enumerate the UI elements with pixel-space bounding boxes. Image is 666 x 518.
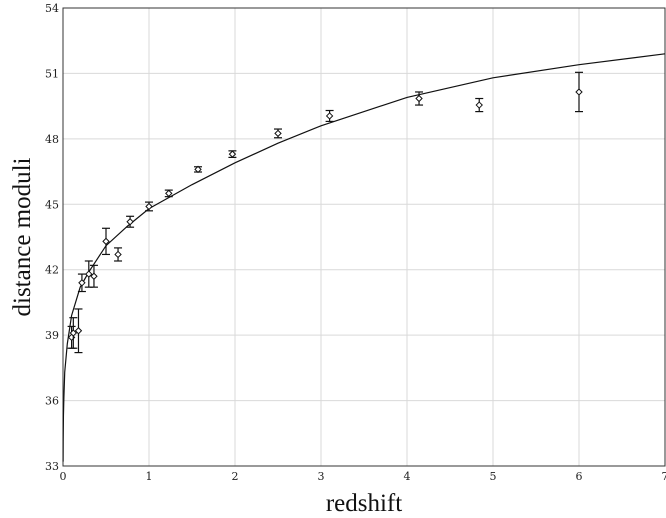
x-axis-title: redshift bbox=[326, 490, 402, 517]
data-point bbox=[126, 215, 135, 228]
x-tick-label: 3 bbox=[318, 470, 325, 483]
x-tick-label: 6 bbox=[576, 470, 583, 483]
y-tick-label: 51 bbox=[45, 67, 59, 80]
y-tick-label: 36 bbox=[45, 395, 59, 408]
diamond-marker bbox=[165, 189, 173, 198]
diamond-marker bbox=[415, 94, 423, 103]
x-tick-label: 5 bbox=[490, 470, 497, 483]
y-tick-label: 33 bbox=[45, 460, 59, 473]
data-point bbox=[228, 150, 237, 158]
diamond-marker bbox=[78, 279, 86, 287]
y-tick-label: 42 bbox=[45, 264, 59, 277]
data-point bbox=[89, 264, 98, 288]
x-tick-labels: 0 1 2 3 4 5 6 7 bbox=[60, 470, 666, 483]
diamond-marker bbox=[575, 88, 583, 96]
x-tick-label: 2 bbox=[232, 470, 239, 483]
y-axis-title: distance moduli bbox=[9, 157, 36, 316]
diamond-marker bbox=[274, 129, 282, 138]
diamond-marker bbox=[228, 150, 237, 158]
data-point bbox=[274, 128, 282, 139]
data-point bbox=[77, 273, 86, 293]
diamond-marker bbox=[325, 112, 334, 120]
y-tick-label: 48 bbox=[45, 133, 59, 146]
x-tick-label: 1 bbox=[146, 470, 153, 483]
diamond-marker bbox=[74, 327, 83, 335]
diamond-marker bbox=[114, 250, 122, 259]
diamond-marker bbox=[194, 165, 202, 174]
y-tick-label: 54 bbox=[45, 2, 59, 15]
data-point bbox=[475, 97, 484, 113]
data-point bbox=[102, 227, 110, 256]
x-tick-label: 7 bbox=[662, 470, 666, 483]
y-tick-label: 45 bbox=[45, 198, 59, 211]
diamond-marker bbox=[90, 272, 98, 280]
diamond-marker bbox=[85, 270, 93, 278]
diamond-marker bbox=[145, 202, 153, 211]
data-point bbox=[114, 247, 123, 262]
data-point bbox=[145, 201, 153, 212]
x-tick-label: 4 bbox=[404, 470, 411, 483]
x-tick-label: 0 bbox=[60, 470, 67, 483]
y-tick-label: 39 bbox=[45, 329, 59, 342]
data-point bbox=[325, 109, 334, 123]
diamond-marker bbox=[126, 218, 134, 226]
diamond-marker bbox=[102, 237, 110, 246]
data-point bbox=[575, 71, 583, 113]
data-point bbox=[69, 317, 78, 349]
data-point bbox=[84, 260, 93, 288]
data-point bbox=[164, 189, 173, 198]
y-tick-labels: 33 36 39 42 45 48 51 54 bbox=[45, 2, 59, 473]
diamond-marker bbox=[475, 101, 483, 109]
plot-frame bbox=[62, 7, 666, 467]
data-points bbox=[67, 71, 583, 354]
data-point bbox=[194, 165, 203, 174]
fit-curve bbox=[62, 53, 666, 462]
grid bbox=[62, 7, 666, 467]
diamond-marker bbox=[69, 329, 78, 337]
data-point bbox=[67, 325, 76, 349]
data-point bbox=[415, 91, 424, 106]
data-point bbox=[74, 308, 83, 354]
